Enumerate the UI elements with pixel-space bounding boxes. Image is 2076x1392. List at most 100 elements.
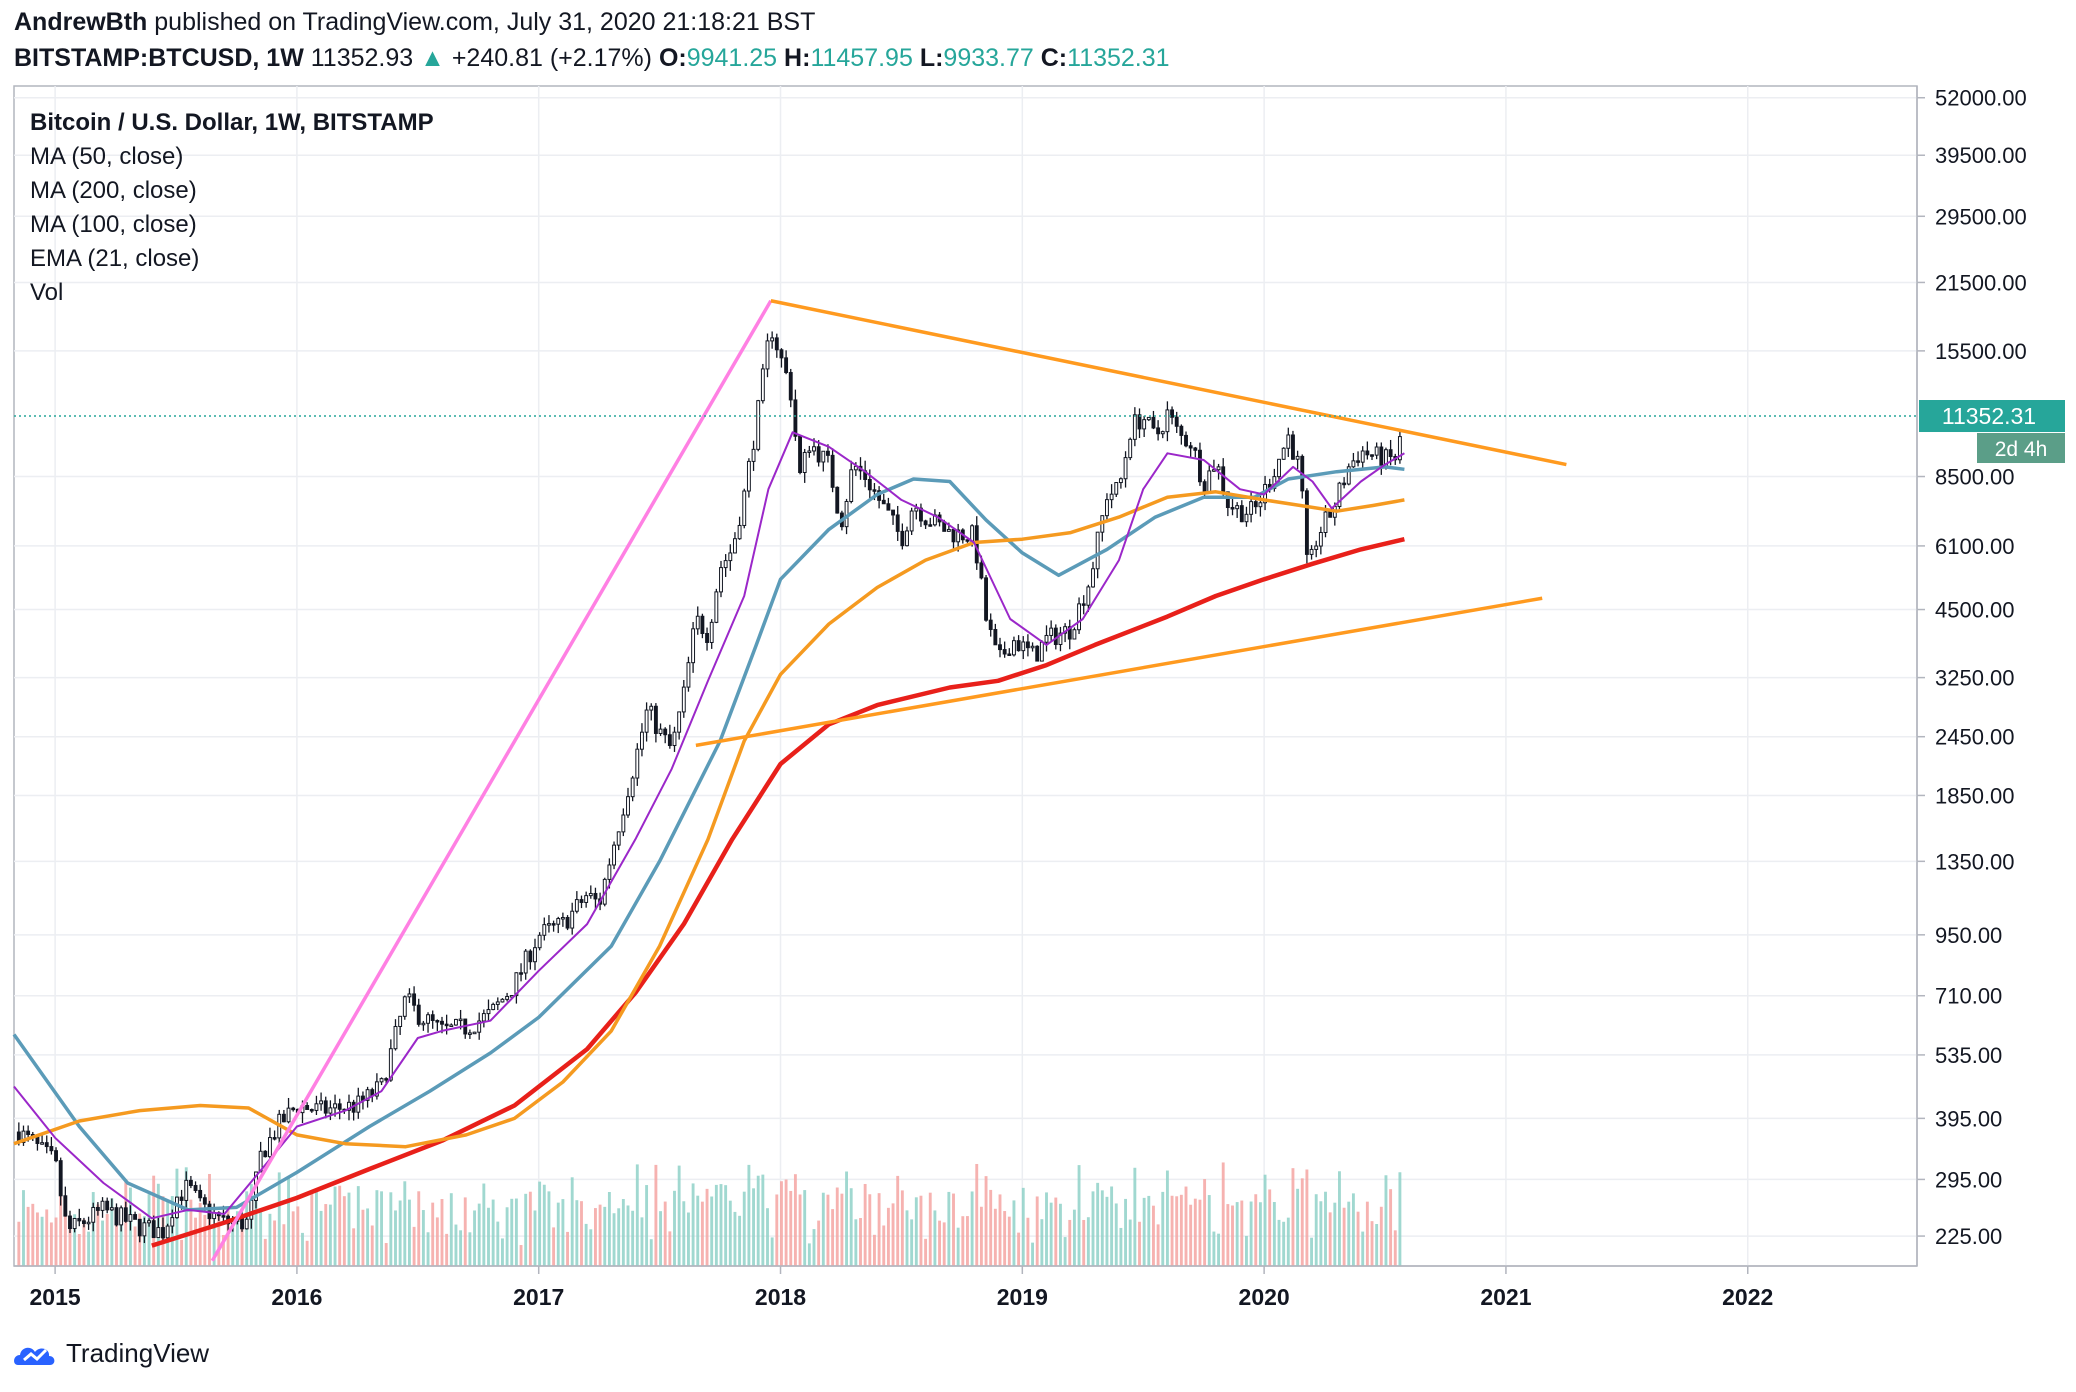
candle-body	[1132, 414, 1137, 440]
candle-body	[798, 435, 802, 474]
volume-bar	[203, 1214, 207, 1266]
candle-body	[1118, 478, 1123, 484]
candle-body	[309, 1108, 314, 1112]
candle-body	[416, 1004, 421, 1025]
candle-body	[402, 996, 407, 1017]
volume-bar	[1040, 1219, 1044, 1266]
candle-body	[161, 1227, 165, 1239]
candle-body	[347, 1101, 351, 1111]
candle-body	[593, 892, 598, 900]
volume-bar	[301, 1232, 304, 1266]
x-tick-label: 2020	[1239, 1284, 1290, 1310]
x-tick-label: 2019	[997, 1284, 1048, 1310]
candle-body	[472, 1031, 477, 1035]
price-axis: 52000.00 39500.00 29500.00 21500.00 15500.00…	[1916, 86, 2027, 1266]
legend-ma100[interactable]: MA (100, close)	[30, 211, 197, 238]
candle-body	[133, 1214, 138, 1220]
candle-body	[607, 864, 612, 880]
volume-bar	[645, 1185, 649, 1266]
candle-body	[626, 796, 630, 816]
volume-bar	[654, 1164, 658, 1266]
volume-bar	[1077, 1165, 1081, 1266]
volume-bar	[403, 1181, 407, 1266]
volume-bar	[1328, 1212, 1332, 1266]
candle-body	[1216, 466, 1221, 471]
candle-body	[193, 1185, 198, 1191]
candle-body	[765, 340, 770, 370]
volume-bar	[496, 1221, 500, 1266]
legend-ma50[interactable]: MA (50, close)	[30, 143, 184, 170]
volume-bar	[975, 1163, 979, 1266]
trendline-1	[210, 299, 773, 1262]
volume-bar	[1272, 1202, 1276, 1266]
candle-body	[984, 577, 988, 621]
volume-bar	[342, 1196, 346, 1266]
legend-ema21[interactable]: EMA (21, close)	[30, 245, 200, 272]
candle-body	[551, 923, 556, 926]
candle-body	[514, 972, 519, 997]
candle-body	[454, 1018, 458, 1026]
x-tick-label: 2015	[30, 1284, 81, 1310]
volume-bar	[570, 1177, 574, 1266]
volume-bar	[817, 1220, 821, 1266]
volume-bar	[840, 1193, 844, 1266]
countdown-label: 2d 4h	[1995, 438, 2048, 461]
candle-body	[1016, 640, 1021, 652]
low-value: 9933.77	[943, 44, 1034, 72]
candle-body	[742, 490, 747, 526]
candle-body	[1002, 649, 1007, 655]
volume-bar	[54, 1217, 58, 1266]
volume-bar	[942, 1222, 946, 1266]
x-tick-label: 2021	[1480, 1284, 1531, 1310]
volume-bar	[1152, 1205, 1155, 1266]
volume-bar	[459, 1230, 463, 1266]
ma-line-1	[12, 465, 1405, 1212]
time-axis: 2015 2016 2017 2018 2019 2020 2021 2022	[14, 1265, 1917, 1310]
volume-bar	[1300, 1178, 1304, 1266]
ma-line-4	[13, 431, 1405, 1220]
volume-bar	[40, 1216, 44, 1266]
volume-bar	[956, 1227, 960, 1266]
volume-bar	[598, 1204, 602, 1266]
volume-bar	[635, 1164, 639, 1266]
legend-volume[interactable]: Vol	[30, 279, 64, 306]
volume-bar	[1203, 1179, 1207, 1266]
volume-bar	[719, 1184, 723, 1266]
candle-body	[458, 1018, 463, 1022]
candle-body	[784, 357, 789, 374]
candle-body	[653, 705, 658, 734]
volume-bar	[194, 1217, 197, 1266]
volume-bar	[273, 1220, 277, 1266]
candle-body	[430, 1014, 435, 1022]
candle-body	[421, 1022, 426, 1026]
volume-bar	[1091, 1191, 1095, 1266]
volume-bar	[398, 1200, 402, 1266]
candle-body	[826, 450, 830, 456]
candle-body	[1012, 640, 1016, 656]
candle-body	[891, 509, 895, 516]
volume-bar	[352, 1228, 356, 1266]
candle-body	[788, 372, 793, 401]
candle-body	[616, 831, 621, 846]
brand-name[interactable]: TradingView	[66, 1338, 210, 1368]
volume-bar	[1338, 1171, 1341, 1266]
legend-ma200[interactable]: MA (200, close)	[30, 177, 197, 204]
volume-bar	[1212, 1231, 1216, 1266]
volume-bar	[691, 1183, 695, 1266]
price-change: +240.81 (+2.17%)	[451, 44, 652, 72]
volume-bar	[542, 1184, 546, 1266]
y-tick-label: 29500.00	[1935, 204, 2027, 229]
candle-body	[1160, 431, 1165, 435]
volume-bar	[649, 1239, 653, 1266]
volume-bar	[133, 1226, 137, 1266]
y-tick-label: 225.00	[1935, 1224, 2002, 1249]
volume-bar	[35, 1212, 39, 1266]
volume-bar	[566, 1231, 569, 1266]
volume-bar	[384, 1243, 388, 1266]
volume-bar	[1221, 1162, 1225, 1266]
volume-bar	[961, 1216, 965, 1266]
author-name[interactable]: AndrewBth	[14, 8, 148, 36]
candle-body	[1286, 434, 1291, 449]
countdown-box	[1977, 433, 2065, 464]
